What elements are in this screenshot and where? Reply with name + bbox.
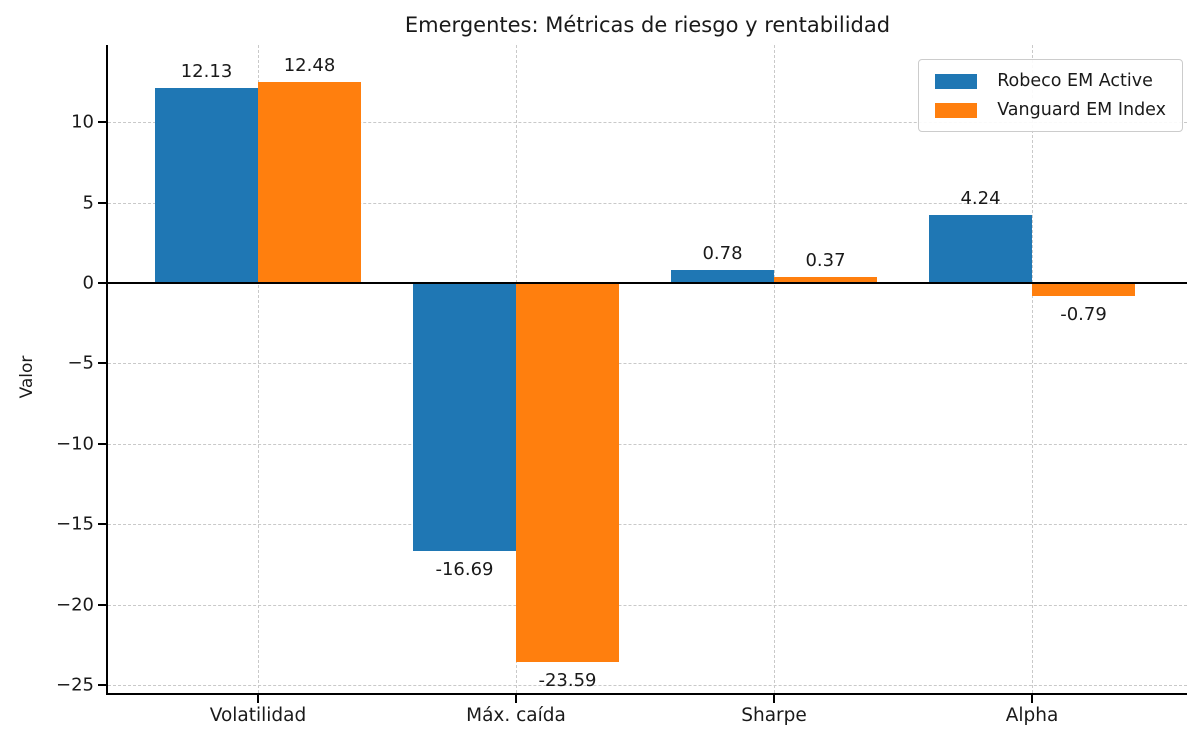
y-tick-label: −10	[56, 433, 94, 455]
x-tick-mark	[773, 695, 775, 703]
x-tick-mark	[257, 695, 259, 703]
x-tick-label: Sharpe	[741, 705, 807, 726]
bar-value-label: 0.37	[805, 250, 846, 272]
x-axis-spine	[106, 693, 1187, 695]
legend-item: Vanguard EM Index	[935, 100, 1166, 120]
bar-value-label: 4.24	[960, 187, 1001, 209]
y-tick-mark	[98, 603, 106, 606]
legend-item: Robeco EM Active	[935, 71, 1166, 91]
y-tick-mark	[98, 362, 106, 365]
v-gridline	[1032, 45, 1033, 693]
bar-series1-Volatilidad	[155, 87, 258, 283]
y-tick-mark	[98, 121, 106, 124]
y-tick-mark	[98, 281, 106, 284]
bar-value-label: -23.59	[538, 670, 597, 692]
bar-value-label: -16.69	[435, 559, 494, 581]
y-axis-label: Valor	[17, 355, 37, 399]
h-gridline	[108, 202, 1187, 204]
bar-value-label: 0.78	[702, 243, 743, 265]
y-tick-mark	[98, 683, 106, 686]
legend-label: Vanguard EM Index	[997, 100, 1166, 120]
y-axis-spine	[106, 45, 108, 695]
y-tick-label: −5	[67, 352, 94, 374]
h-gridline	[108, 363, 1187, 365]
legend-swatch	[935, 73, 978, 89]
y-tick-label: −25	[56, 674, 94, 696]
v-gridline	[774, 45, 775, 693]
h-gridline	[108, 122, 1187, 124]
plot-area: 10 5 0 −5 −10 −15 −20 −25 Volatilidad Máx. caída S…	[56, 45, 1187, 726]
bar-series2-Sharpe	[774, 277, 877, 283]
x-tick-mark	[1031, 695, 1033, 703]
x-tick-label: Alpha	[1005, 705, 1059, 726]
bar-series2-Máx. caída	[516, 282, 619, 663]
h-gridline	[108, 524, 1187, 526]
bar-series1-Alpha	[929, 214, 1032, 283]
h-gridline	[108, 604, 1187, 606]
bar-series2-Alpha	[1032, 282, 1135, 296]
legend-label: Robeco EM Active	[997, 71, 1153, 91]
y-tick-mark	[98, 442, 106, 445]
h-gridline	[108, 443, 1187, 445]
bar-series1-Sharpe	[671, 270, 774, 283]
chart-title: Emergentes: Métricas de riesgo y rentabi…	[404, 13, 891, 37]
y-tick-mark	[98, 523, 106, 526]
bar-series1-Máx. caída	[413, 282, 516, 552]
y-tick-label: 5	[82, 192, 94, 214]
zero-axis-line	[108, 281, 1187, 284]
y-tick-label: −15	[56, 513, 94, 535]
bar-series2-Volatilidad	[258, 82, 361, 283]
h-gridline	[108, 684, 1187, 686]
v-gridline	[258, 45, 259, 693]
y-tick-label: 0	[82, 272, 94, 294]
y-tick-label: −20	[56, 594, 94, 616]
bar-value-label: 12.48	[283, 55, 336, 77]
y-tick-mark	[98, 201, 106, 204]
legend-swatch	[935, 102, 978, 118]
x-tick-mark	[515, 695, 517, 703]
bar-value-label: 12.13	[180, 60, 233, 82]
legend: Robeco EM Active Vanguard EM Index	[918, 59, 1183, 132]
y-tick-label: 10	[71, 111, 94, 133]
x-tick-label: Máx. caída	[466, 705, 566, 726]
bar-value-label: -0.79	[1060, 303, 1107, 325]
x-tick-label: Volatilidad	[209, 705, 307, 726]
